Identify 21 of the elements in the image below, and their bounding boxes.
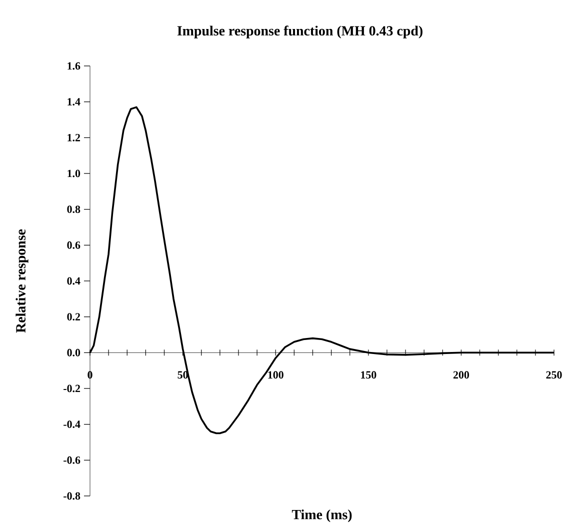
y-tick-label: 0.0 — [67, 348, 80, 356]
y-tick-label: 1.0 — [68, 170, 80, 178]
y-tick-label: 1.6 — [68, 62, 80, 70]
y-tick-label: -0.8 — [64, 492, 80, 500]
x-tick-label: 250 — [546, 371, 562, 379]
y-tick-label: 0.2 — [67, 313, 80, 321]
x-tick-label: 100 — [268, 371, 284, 379]
y-tick-label: 1.2 — [68, 134, 80, 142]
y-tick-label: -0.6 — [64, 456, 80, 464]
y-tick-label: -0.4 — [64, 420, 80, 428]
x-tick-label: 200 — [453, 371, 470, 379]
y-axis-title: Relative response — [16, 229, 28, 333]
y-tick-label: -0.2 — [64, 384, 80, 392]
y-tick-label: 0.6 — [67, 241, 80, 249]
y-tick-label: 1.4 — [68, 98, 80, 106]
chart-title: Impulse response function (MH 0.43 cpd) — [177, 26, 422, 38]
y-tick-label: 0.8 — [67, 206, 80, 214]
y-tick-label: 0.4 — [67, 277, 80, 285]
x-tick-label: 0 — [88, 371, 92, 379]
x-axis-title: Time (ms) — [292, 509, 352, 522]
x-tick-label: 150 — [361, 371, 376, 379]
